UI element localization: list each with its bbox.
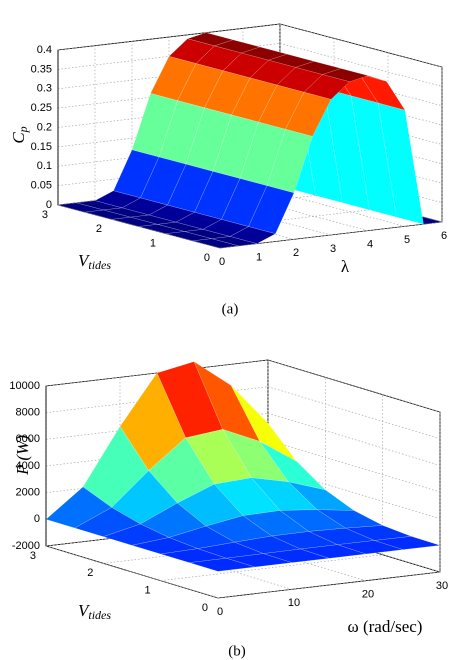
y-label: V <box>78 601 91 620</box>
surface-patch <box>242 510 310 537</box>
x-tick-label: 0 <box>217 606 223 618</box>
surface-patch <box>270 531 339 550</box>
z-tick-label: 0.1 <box>37 160 52 172</box>
x-tick-label: 5 <box>404 234 410 246</box>
surface-patch <box>377 102 424 225</box>
z-tick-label: 0.15 <box>31 141 52 153</box>
x-tick-label: 6 <box>441 230 447 242</box>
surface-patch <box>285 91 332 137</box>
y-tick-label: 3 <box>42 209 48 221</box>
surface-patch <box>177 63 224 109</box>
z-tick-label: 4000 <box>16 460 40 472</box>
caption: (a) <box>222 301 239 317</box>
x-tick-label: 1 <box>256 252 262 264</box>
surface-patch <box>202 219 250 237</box>
x-axis-label: λ <box>341 257 350 276</box>
surface-patch <box>165 231 212 242</box>
x-tick-label: 20 <box>362 589 374 601</box>
x-tick-label: 2 <box>293 247 299 259</box>
grid-line <box>160 554 383 581</box>
z-tick-label: 6000 <box>16 433 40 445</box>
surface-patch <box>263 548 330 563</box>
grid-line <box>45 359 269 387</box>
z-tick-label: -2000 <box>12 540 40 552</box>
surface-patch <box>204 70 251 116</box>
z-tick-label: 0.35 <box>31 63 52 75</box>
z-tick-label: 0 <box>34 513 40 525</box>
y-tick-label: 1 <box>145 585 151 597</box>
z-axis-label: Cp <box>9 126 30 143</box>
y-tick-label: 2 <box>87 567 93 579</box>
z-tick-label: 0 <box>46 199 52 211</box>
z-tick-label: 8000 <box>16 407 40 419</box>
y-axis-label: Vtides <box>78 601 111 622</box>
surface-patch <box>158 100 205 165</box>
z-tick-label: 0.2 <box>37 121 52 133</box>
surface-patch <box>74 507 141 537</box>
surface-patch <box>84 209 131 220</box>
y-label: V <box>78 251 91 270</box>
x-tick-label: 10 <box>288 597 300 609</box>
surface-patch <box>229 226 277 244</box>
y-axis-label: Vtides <box>78 251 111 272</box>
x-axis-label: ω (rad/sec) <box>348 617 423 636</box>
x-tick-label: 4 <box>367 239 373 251</box>
surface-patch <box>303 74 350 100</box>
z-tick-label: 0.05 <box>31 180 52 192</box>
x-tick-label: 3 <box>330 243 336 255</box>
grid-line <box>111 193 335 220</box>
z-tick-label: 0.4 <box>37 44 52 56</box>
y-tick-label: 2 <box>96 223 102 235</box>
z-tick-label: 10000 <box>9 380 40 392</box>
y-tick-label: 1 <box>150 238 156 250</box>
z-axis-label: P (W) <box>13 435 32 476</box>
z-label-sub: p <box>16 126 30 133</box>
surface-patch <box>197 541 264 559</box>
surface-patch <box>121 197 169 216</box>
caption: (b) <box>228 643 246 659</box>
surface-patch <box>189 557 256 572</box>
surface-patch <box>279 509 347 532</box>
y-tick-label: 0 <box>204 252 210 264</box>
plots: 0 0.05 0.1 0.15 0.2 0.25 0.3 0.35 0.4 0 1 2 3 4 5 6 0 1 2 3… <box>9 23 448 618</box>
z-tick-label: 2000 <box>16 487 40 499</box>
surface-patch <box>167 163 214 213</box>
y-tick-label: 3 <box>30 550 36 562</box>
surface-patch <box>248 185 295 235</box>
surface-patch <box>192 238 239 249</box>
surface-patch <box>111 470 178 525</box>
surface-patch <box>113 149 160 199</box>
z-tick-label: 0.3 <box>37 83 52 95</box>
y-tick-label: 0 <box>202 602 208 614</box>
y-label-sub: tides <box>88 258 111 272</box>
z-tick-label: 0.25 <box>31 102 52 114</box>
x-tick-label: 30 <box>436 580 448 592</box>
surface-patch <box>212 114 259 179</box>
grid-line <box>217 571 441 599</box>
surface-patch <box>148 204 196 223</box>
surface-patch <box>194 171 241 220</box>
surface-patch <box>131 93 178 158</box>
grid-line <box>219 221 443 249</box>
x-tick-label: 0 <box>219 256 225 268</box>
grid-line <box>165 207 389 234</box>
z-label: C <box>9 132 28 144</box>
y-label-sub: tides <box>88 608 111 622</box>
